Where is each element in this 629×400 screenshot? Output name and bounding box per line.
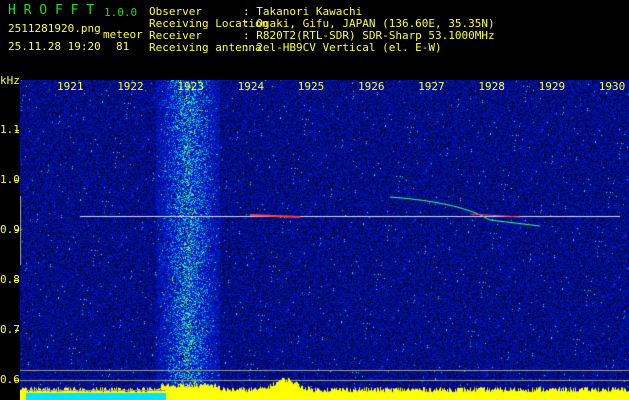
- x-tick-label: 1929: [538, 80, 566, 93]
- spectrogram: [20, 80, 629, 400]
- x-tick-label: 1928: [478, 80, 505, 93]
- x-tick-label: 1921: [57, 80, 84, 93]
- y-tick-label: 0.6: [0, 373, 20, 386]
- receiver-label: Receiver: [149, 29, 202, 42]
- y-tick-label: 0.7: [0, 323, 20, 336]
- y-tick-mark: [15, 330, 19, 331]
- observer-label: Observer: [149, 5, 202, 18]
- receiver-value: : R820T2(RTL-SDR) SDR-Sharp 53.1000MHz: [243, 29, 495, 42]
- filename: 2511281920.png: [8, 22, 101, 35]
- x-tick-label: 1922: [117, 80, 144, 93]
- location-label: Receiving Location: [149, 17, 269, 30]
- version: 1.0.0: [104, 6, 138, 19]
- y-tick-label: 1.0: [0, 173, 20, 186]
- observer-value: : Takanori Kawachi: [243, 5, 363, 18]
- y-unit-label: kHz: [0, 74, 20, 87]
- y-tick-mark: [15, 180, 19, 181]
- antenna-value: : 2el-HB9CV Vertical (el. E-W): [243, 41, 442, 54]
- x-tick-label: 1930: [598, 80, 626, 93]
- y-tick-label: 0.9: [0, 223, 20, 236]
- antenna-label: Receiving antenna: [149, 41, 262, 54]
- meteor-count-value: 81: [116, 40, 130, 53]
- y-tick-mark: [15, 380, 19, 381]
- y-tick-label: 0.8: [0, 273, 20, 286]
- x-tick-label: 1925: [297, 80, 325, 93]
- x-tick-label: 1923: [177, 80, 204, 93]
- x-tick-label: 1927: [418, 80, 445, 93]
- x-tick-label: 1926: [358, 80, 385, 93]
- y-tick-mark: [15, 130, 19, 131]
- meteor-count-label: meteor: [103, 28, 143, 41]
- datetime: 25.11.28 19:20: [8, 40, 101, 53]
- app-name: H R O F F T: [8, 3, 95, 18]
- y-tick-label: 1.1: [0, 123, 20, 136]
- location-value: : Ogaki, Gifu, JAPAN (136.60E, 35.35N): [243, 17, 495, 30]
- y-tick-mark: [15, 230, 19, 231]
- x-tick-label: 1924: [237, 80, 265, 93]
- y-tick-mark: [15, 280, 19, 281]
